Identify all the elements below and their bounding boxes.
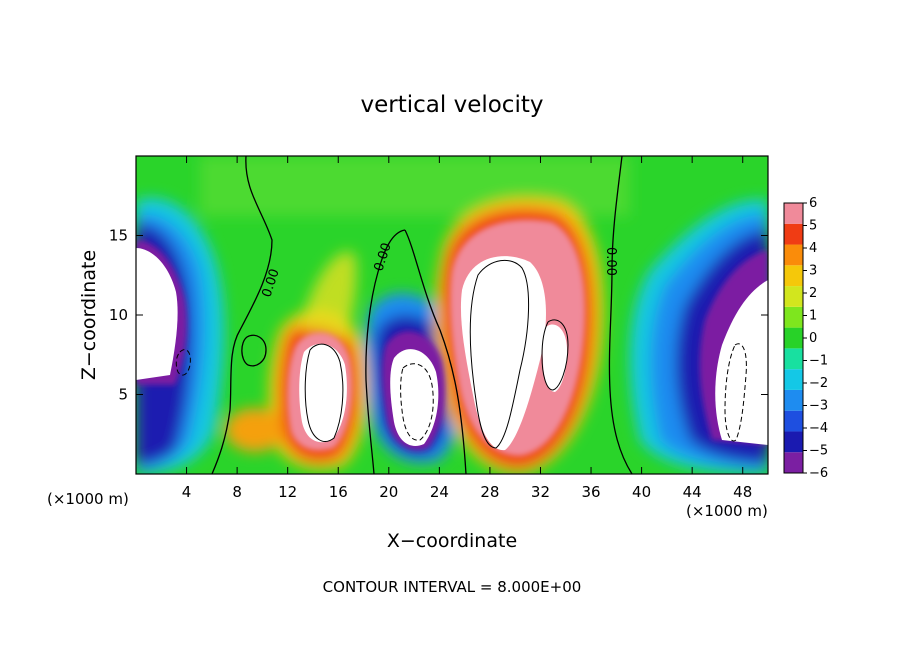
colorbar-label: −3 (809, 399, 828, 414)
colorbar-swatch (784, 286, 803, 307)
x-tick-label: 20 (379, 483, 398, 501)
contour-interval-footer: CONTOUR INTERVAL = 8.000E+00 (323, 578, 582, 596)
x-tick-label: 12 (278, 483, 297, 501)
colorbar-label: −5 (809, 444, 828, 459)
y-tick-label: 15 (109, 227, 128, 245)
colorbar-swatch (784, 265, 803, 287)
velocity-field (136, 156, 768, 474)
x-tick-label: 8 (232, 483, 242, 501)
colorbar-label: −1 (809, 354, 828, 369)
y-tick-label: 5 (118, 386, 128, 404)
colorbar-label: 5 (809, 219, 817, 234)
colorbar-label: −6 (809, 466, 828, 481)
colorbar-swatch (784, 348, 803, 370)
colorbar-swatch (784, 223, 803, 245)
x-tick-label: 16 (329, 483, 348, 501)
x-tick-label: 48 (733, 483, 752, 501)
x-axis-title: X−coordinate (387, 530, 517, 552)
colorbar-label: 4 (809, 241, 817, 256)
colorbar-label: 0 (809, 331, 817, 346)
colorbar-swatch (784, 389, 803, 411)
x-tick-label: 36 (581, 483, 600, 501)
colorbar-swatch (784, 327, 803, 349)
x-tick-label: 4 (182, 483, 192, 501)
x-tick-label: 24 (430, 483, 449, 501)
colorbar-label: 3 (809, 264, 817, 279)
x-tick-label: 28 (480, 483, 499, 501)
chart-title: vertical velocity (361, 92, 544, 118)
contour-lines (175, 156, 747, 474)
colorbar-swatch (784, 410, 803, 432)
contour-label: 0.00 (603, 247, 618, 276)
colorbar-swatch (784, 203, 803, 224)
x-axis-unit: (×1000 m) (686, 502, 768, 520)
colorbar-swatch (784, 306, 803, 328)
colorbar: −6 −5 −4 −3 −2 −1 0 1 2 3 4 5 6 (783, 196, 828, 481)
x-axis-ticks: 4 8 12 16 20 24 28 32 36 40 44 48 (182, 156, 752, 501)
colorbar-swatch (784, 369, 803, 390)
colorbar-label: 1 (809, 309, 817, 324)
x-tick-label: 44 (683, 483, 702, 501)
y-axis-unit: (×1000 m) (47, 490, 129, 508)
colorbar-swatch (784, 244, 803, 266)
y-axis-ticks: 5 10 15 (109, 227, 768, 404)
x-tick-label: 40 (632, 483, 651, 501)
colorbar-swatch (784, 431, 803, 453)
y-axis-title: Z−coordinate (78, 250, 100, 380)
colorbar-swatch (784, 452, 803, 473)
colorbar-label: 2 (809, 286, 817, 301)
colorbar-label: −4 (809, 421, 828, 436)
colorbar-label: −2 (809, 376, 828, 391)
y-tick-label: 10 (109, 306, 128, 324)
x-tick-label: 32 (531, 483, 550, 501)
colorbar-label: 6 (809, 196, 817, 211)
